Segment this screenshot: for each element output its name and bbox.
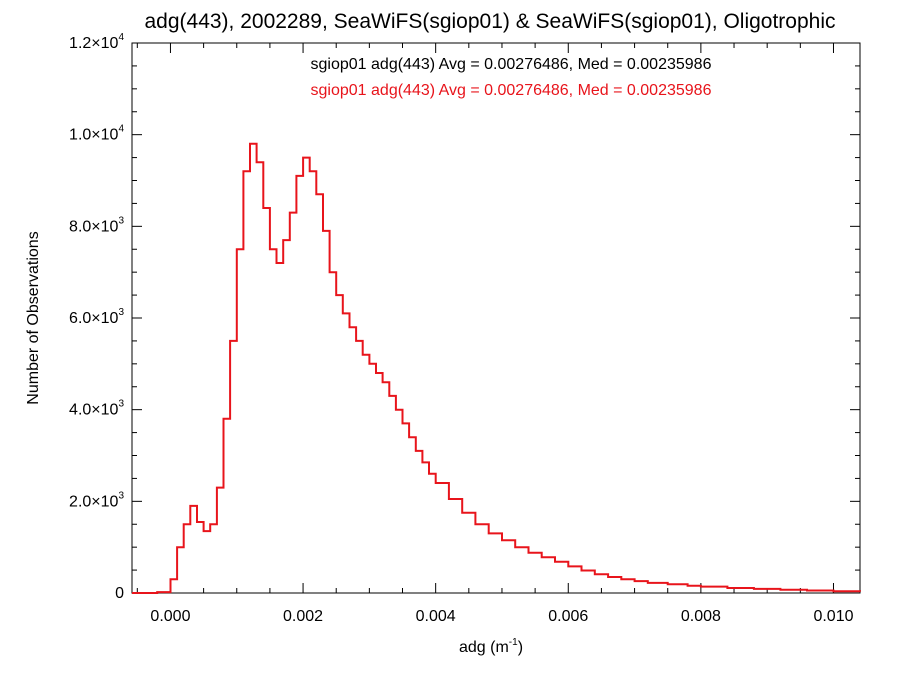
x-axis-tick-labels: 0.000 0.002 0.004 0.006 0.008 0.010 bbox=[150, 608, 853, 625]
x-tick-label: 0.000 bbox=[150, 608, 190, 625]
y-tick-label: 0 bbox=[115, 585, 124, 602]
y-tick-label: 8.0×103 bbox=[69, 215, 124, 235]
y-axis-tick-labels: 0 2.0×103 4.0×103 6.0×103 8.0×103 1.0×104 1.2×… bbox=[69, 32, 124, 602]
y-tick-label: 2.0×103 bbox=[69, 490, 124, 510]
x-axis-label: adg (m-1) bbox=[459, 637, 523, 656]
plot-frame bbox=[131, 42, 861, 594]
x-tick-label: 0.008 bbox=[681, 608, 721, 625]
y-axis-ticks bbox=[132, 42, 860, 594]
x-tick-label: 0.010 bbox=[813, 608, 853, 625]
stats-annotation-black: sgiop01 adg(443) Avg = 0.00276486, Med =… bbox=[311, 56, 712, 73]
y-tick-label: 4.0×103 bbox=[69, 399, 124, 419]
y-tick-label: 1.2×104 bbox=[69, 32, 124, 52]
y-axis-label: Number of Observations bbox=[25, 231, 42, 404]
y-tick-label: 1.0×104 bbox=[69, 124, 124, 144]
histogram-series-line bbox=[132, 142, 861, 594]
stats-annotation-red: sgiop01 adg(443) Avg = 0.00276486, Med =… bbox=[311, 82, 712, 99]
x-tick-label: 0.002 bbox=[283, 608, 323, 625]
x-tick-label: 0.006 bbox=[548, 608, 588, 625]
y-tick-label: 6.0×103 bbox=[69, 307, 124, 327]
x-axis-ticks bbox=[136, 43, 834, 593]
x-tick-label: 0.004 bbox=[416, 608, 456, 625]
chart-title: adg(443), 2002289, SeaWiFS(sgiop01) & Se… bbox=[144, 10, 835, 33]
